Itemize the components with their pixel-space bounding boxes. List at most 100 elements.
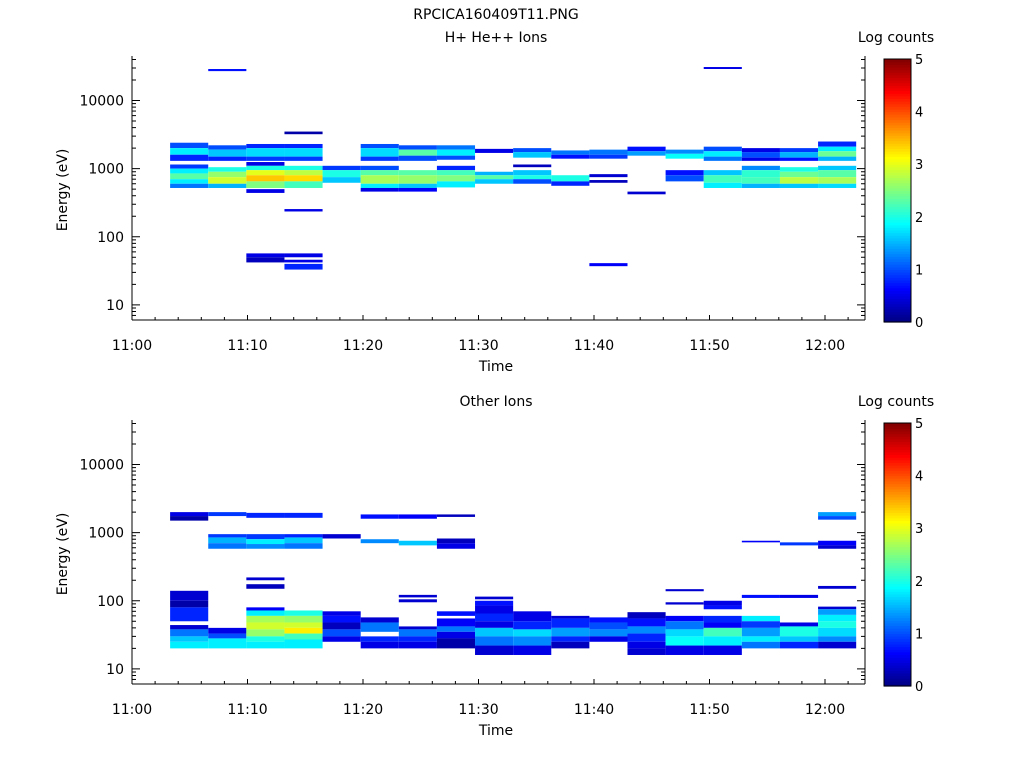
heatmap-cell — [322, 622, 361, 630]
heatmap-cell — [208, 543, 247, 549]
colorbar-swatch — [884, 72, 911, 76]
heatmap-cell — [246, 544, 285, 549]
heatmap-cell — [627, 648, 666, 655]
colorbar-swatch — [884, 261, 911, 265]
x-axis-label: Time — [478, 359, 513, 375]
colorbar-swatch — [884, 496, 911, 500]
colorbar-swatch — [884, 243, 911, 247]
colorbar-swatch — [884, 509, 911, 514]
heatmap-cell — [170, 590, 209, 601]
colorbar-swatch — [884, 111, 911, 115]
colorbar-swatch — [884, 530, 911, 535]
colorbar-swatch — [884, 256, 911, 260]
colorbar-swatch — [884, 567, 911, 571]
heatmap-cell — [818, 177, 857, 184]
heatmap-cell — [627, 641, 666, 649]
colorbar-swatch — [884, 285, 911, 289]
heatmap-cell — [779, 171, 819, 178]
heatmap-cell — [360, 617, 399, 623]
heatmap-cell — [170, 179, 209, 184]
colorbar-tick-label: 5 — [915, 53, 923, 68]
heatmap-cell — [589, 149, 628, 155]
colorbar-swatch — [884, 164, 911, 168]
heatmap-cell — [741, 621, 780, 628]
heatmap-cell — [246, 622, 285, 630]
heatmap-cell — [741, 636, 780, 642]
colorbar-swatch — [884, 182, 911, 186]
heatmap-cell — [208, 145, 247, 150]
panel-title: Other Ions — [459, 394, 532, 410]
heatmap-cell — [246, 170, 285, 176]
colorbar-swatch — [884, 216, 911, 221]
colorbar-swatch — [884, 667, 911, 671]
colorbar-swatch — [884, 533, 911, 537]
heatmap-cell — [246, 610, 285, 616]
colorbar-swatch — [884, 59, 911, 63]
colorbar-swatch — [884, 151, 911, 155]
colorbar-swatch — [884, 166, 911, 171]
heatmap-cell — [246, 162, 285, 166]
colorbar-swatch — [884, 82, 911, 86]
heatmap-cell — [360, 514, 399, 519]
heatmap-cell — [475, 645, 514, 655]
colorbar-swatch — [884, 279, 911, 284]
heatmap-cell — [475, 600, 514, 606]
x-tick-label: 12:00 — [805, 702, 845, 718]
colorbar-swatch — [884, 543, 911, 548]
heatmap-cell — [322, 636, 361, 642]
colorbar-swatch — [884, 232, 911, 236]
heatmap-cell — [246, 539, 285, 545]
x-tick-label: 11:10 — [227, 702, 267, 718]
heatmap-cell — [779, 626, 819, 637]
panel-other-ions: Other Ions Log counts Time Energy (eV) 1… — [55, 394, 934, 739]
heatmap-cell — [818, 512, 857, 517]
heatmap-cell — [741, 641, 780, 649]
colorbar-swatch — [884, 612, 911, 616]
colorbar-swatch — [884, 436, 911, 440]
heatmap-cell — [246, 257, 285, 263]
colorbar-swatch — [884, 140, 911, 144]
heatmap-cell — [818, 585, 857, 589]
heatmap-cell — [170, 625, 209, 630]
heatmap-cell — [360, 148, 399, 157]
heatmap-cell — [703, 146, 742, 152]
colorbar-swatch — [884, 130, 911, 134]
colorbar-swatch — [884, 562, 911, 566]
colorbar-tick-label: 0 — [915, 680, 923, 695]
colorbar-swatch — [884, 483, 911, 487]
colorbar-swatch — [884, 601, 911, 606]
heatmap-cell — [170, 629, 209, 637]
heatmap-cell — [589, 263, 628, 267]
x-tick-label: 11:10 — [227, 338, 267, 354]
colorbar-swatch — [884, 64, 911, 68]
heatmap-cell — [513, 170, 552, 176]
heatmap-cell — [665, 602, 704, 605]
colorbar-swatch — [884, 314, 911, 318]
colorbar-swatch — [884, 551, 911, 556]
colorbar-swatch — [884, 593, 911, 598]
colorbar: 0 1 2 3 4 5 — [883, 417, 923, 695]
colorbar-swatch — [884, 578, 911, 582]
colorbar-swatch — [884, 620, 911, 624]
colorbar-swatch — [884, 565, 911, 569]
x-tick-label: 11:20 — [343, 702, 383, 718]
colorbar-swatch — [884, 264, 911, 268]
colorbar-swatch — [884, 517, 911, 521]
x-tick-label: 11:30 — [458, 338, 498, 354]
heatmap-cell — [818, 641, 857, 649]
colorbar-swatch — [884, 430, 911, 435]
heatmap-cell — [208, 638, 247, 649]
colorbar-swatch — [884, 306, 911, 310]
colorbar-tick-label: 5 — [915, 417, 923, 432]
heatmap-cell — [703, 182, 742, 188]
colorbar-swatch — [884, 135, 911, 139]
heatmap-cell — [208, 68, 247, 72]
heatmap-cell — [818, 183, 857, 188]
heatmap-cell — [589, 174, 628, 178]
heatmap-cell — [284, 627, 323, 634]
colorbar-swatch — [884, 106, 911, 110]
colorbar-swatch — [884, 575, 911, 579]
colorbar-swatch — [884, 214, 911, 218]
heatmap-cell — [779, 641, 819, 649]
heatmap-cell — [665, 615, 704, 622]
